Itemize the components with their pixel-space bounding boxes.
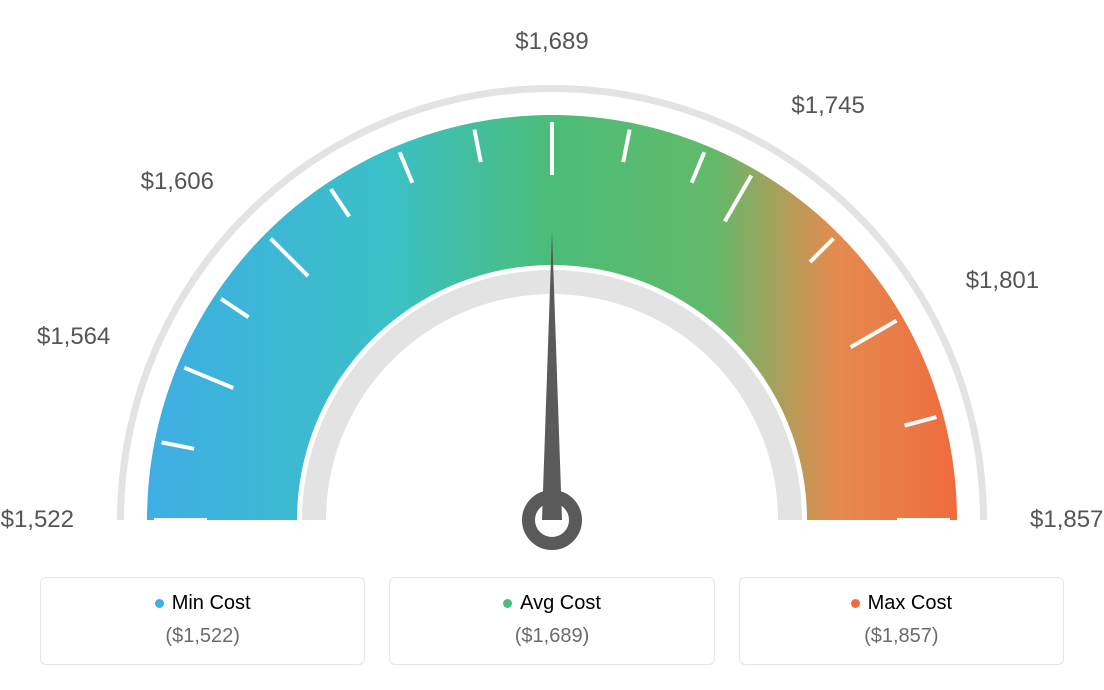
gauge-area: $1,522 $1,564 $1,606 $1,689 $1,745 $1,801 $1,8… [0, 0, 1104, 560]
legend-value-max: ($1,857) [750, 625, 1053, 648]
gauge-svg [0, 20, 1104, 580]
legend-title-avg: Avg Cost [503, 592, 601, 615]
legend-title-min-text: Min Cost [172, 592, 251, 615]
legend-card-min: Min Cost ($1,522) [40, 577, 365, 665]
legend-title-min: Min Cost [155, 592, 251, 615]
tick-label: $1,689 [507, 28, 597, 56]
tick-label: $1,606 [124, 168, 214, 196]
legend-row: Min Cost ($1,522) Avg Cost ($1,689) Max … [40, 577, 1064, 665]
tick-label: $1,745 [791, 92, 864, 120]
gauge-chart-container: $1,522 $1,564 $1,606 $1,689 $1,745 $1,801 $1,8… [0, 0, 1104, 690]
legend-title-avg-text: Avg Cost [520, 592, 601, 615]
legend-card-max: Max Cost ($1,857) [739, 577, 1064, 665]
tick-label: $1,857 [1030, 506, 1103, 534]
legend-dot-max [851, 599, 860, 608]
tick-label: $1,522 [0, 506, 74, 534]
legend-title-max: Max Cost [851, 592, 952, 615]
tick-label: $1,564 [20, 323, 110, 351]
legend-dot-avg [503, 599, 512, 608]
legend-value-min: ($1,522) [51, 625, 354, 648]
legend-title-max-text: Max Cost [868, 592, 952, 615]
legend-dot-min [155, 599, 164, 608]
legend-card-avg: Avg Cost ($1,689) [389, 577, 714, 665]
tick-label: $1,801 [966, 267, 1039, 295]
legend-value-avg: ($1,689) [400, 625, 703, 648]
